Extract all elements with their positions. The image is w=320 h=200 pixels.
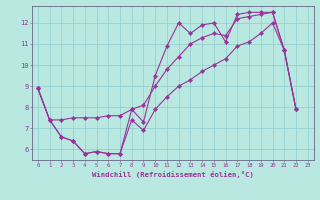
X-axis label: Windchill (Refroidissement éolien,°C): Windchill (Refroidissement éolien,°C) (92, 171, 254, 178)
